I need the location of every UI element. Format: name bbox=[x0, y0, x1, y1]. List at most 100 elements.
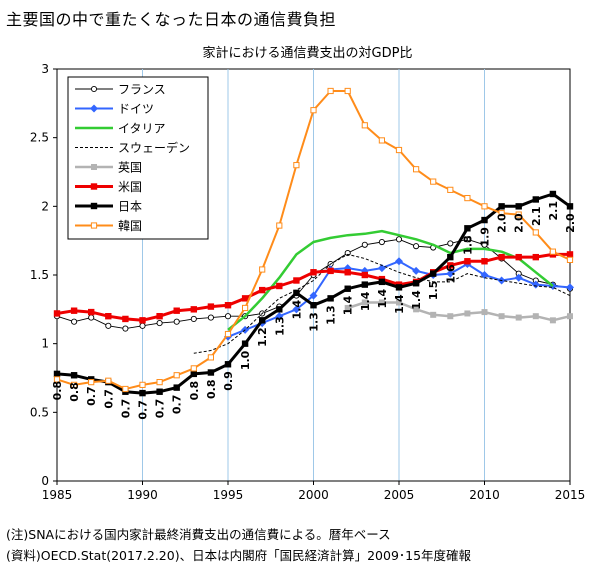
data-label: 1.4 bbox=[359, 291, 372, 311]
data-point bbox=[156, 313, 163, 320]
data-point bbox=[395, 284, 403, 291]
data-point bbox=[361, 241, 368, 248]
legend-label: フランス bbox=[118, 83, 166, 97]
data-point bbox=[259, 286, 266, 294]
data-label: 1.4 bbox=[290, 300, 303, 320]
data-point bbox=[378, 238, 385, 246]
data-point bbox=[447, 253, 454, 261]
x-tick-label: 1990 bbox=[127, 488, 158, 502]
data-point bbox=[413, 306, 420, 313]
data-point bbox=[532, 229, 539, 236]
data-point bbox=[190, 370, 197, 378]
data-point bbox=[224, 302, 232, 309]
data-point bbox=[173, 372, 180, 379]
data-point bbox=[90, 85, 98, 93]
data-point bbox=[156, 388, 163, 395]
data-point bbox=[361, 299, 368, 306]
x-tick-label: 2000 bbox=[298, 488, 329, 502]
data-point bbox=[344, 87, 351, 95]
data-label: 0.8 bbox=[188, 381, 201, 401]
data-point bbox=[88, 314, 95, 321]
data-point bbox=[293, 277, 300, 284]
data-point bbox=[310, 269, 317, 276]
data-point bbox=[413, 166, 420, 173]
legend-label: イタリア bbox=[118, 122, 166, 136]
data-point bbox=[464, 258, 471, 265]
data-point bbox=[412, 266, 421, 275]
data-point bbox=[224, 313, 232, 320]
data-point bbox=[105, 322, 112, 329]
data-point bbox=[241, 340, 249, 347]
data-point bbox=[327, 295, 334, 302]
data-label: 0.8 bbox=[68, 382, 81, 402]
data-point bbox=[481, 216, 488, 224]
data-point bbox=[344, 269, 351, 276]
data-point bbox=[447, 186, 454, 193]
legend-label: 英国 bbox=[118, 161, 142, 175]
legend-label: ドイツ bbox=[118, 102, 154, 116]
data-label: 1.4 bbox=[376, 289, 389, 309]
data-point bbox=[190, 365, 197, 372]
y-tick-label: 2.5 bbox=[30, 131, 49, 145]
data-point bbox=[293, 162, 300, 169]
legend-box bbox=[67, 76, 209, 240]
data-point bbox=[105, 377, 112, 384]
data-label: 1.8 bbox=[461, 235, 474, 255]
data-point bbox=[139, 322, 146, 329]
data-point bbox=[430, 311, 437, 318]
line-chart: 1985 1990 1995 2000 2005 2010 2015 0 0.5 1 1.5 2 2.5… bbox=[30, 62, 585, 502]
legend-label: 韓国 bbox=[118, 219, 142, 233]
data-point bbox=[395, 146, 403, 154]
data-point bbox=[531, 280, 540, 289]
data-label: 2.0 bbox=[564, 213, 577, 233]
data-point bbox=[276, 282, 283, 290]
data-point bbox=[173, 307, 180, 314]
data-point bbox=[395, 257, 403, 266]
data-label: 1.4 bbox=[410, 290, 423, 310]
data-point bbox=[88, 379, 95, 386]
data-label: 1.5 bbox=[427, 281, 440, 301]
chart-title: 家計における通信費支出の対GDP比 bbox=[202, 46, 413, 61]
data-point bbox=[549, 317, 556, 324]
data-point bbox=[549, 248, 556, 255]
data-point bbox=[327, 267, 334, 275]
data-point bbox=[430, 178, 437, 185]
data-point bbox=[190, 306, 197, 313]
data-point bbox=[292, 305, 301, 314]
data-point bbox=[481, 203, 488, 210]
data-point bbox=[378, 299, 385, 306]
data-label: 2.0 bbox=[513, 213, 526, 233]
x-tick-label: 1995 bbox=[213, 488, 244, 502]
data-point bbox=[122, 385, 129, 393]
data-label: 1.0 bbox=[239, 350, 252, 370]
data-point bbox=[498, 253, 505, 261]
data-point bbox=[515, 203, 522, 210]
data-point bbox=[53, 376, 61, 383]
series-line bbox=[193, 253, 571, 354]
x-tick-label: 2010 bbox=[469, 488, 500, 502]
data-point bbox=[566, 251, 574, 258]
data-label: 1.4 bbox=[393, 294, 406, 314]
data-point bbox=[447, 262, 454, 269]
data-label: 0.8 bbox=[51, 381, 64, 401]
data-point bbox=[224, 361, 232, 368]
data-point bbox=[70, 307, 78, 314]
data-point bbox=[361, 122, 368, 129]
data-point bbox=[549, 190, 557, 198]
data-point bbox=[207, 354, 215, 361]
data-point bbox=[361, 281, 368, 288]
y-tick-label: 0 bbox=[41, 474, 49, 488]
data-point bbox=[53, 370, 61, 378]
data-label: 0.7 bbox=[154, 399, 167, 419]
data-point bbox=[361, 271, 368, 279]
data-point bbox=[464, 225, 471, 232]
data-point bbox=[430, 270, 437, 277]
data-point bbox=[566, 256, 574, 263]
data-point bbox=[71, 318, 78, 325]
page-title: 主要国の中で重たくなった日本の通信費負担 bbox=[6, 10, 337, 29]
data-point bbox=[413, 243, 420, 250]
data-point bbox=[259, 317, 266, 324]
data-point bbox=[139, 389, 146, 397]
data-point bbox=[122, 325, 129, 332]
data-label: 0.7 bbox=[85, 386, 98, 406]
